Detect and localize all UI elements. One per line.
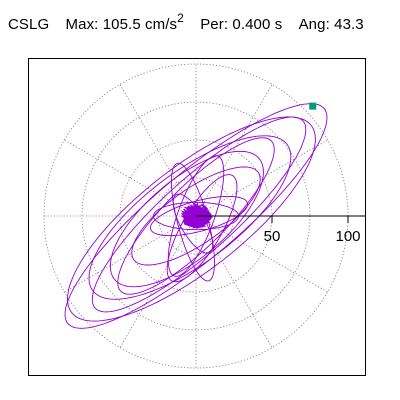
- orbit-loop: [166, 174, 238, 283]
- orbit-loop: [64, 103, 328, 329]
- max-marker-group: [309, 102, 317, 110]
- orbit-loop: [117, 137, 275, 295]
- radial-tick-label: 100: [335, 228, 360, 245]
- radial-axis: 50 100: [196, 215, 366, 245]
- orbit-loop: [170, 162, 215, 282]
- grid-spoke: [195, 215, 328, 293]
- plot-frame: [28, 58, 366, 376]
- orbit-loop: [149, 195, 249, 237]
- orbit-loop: [88, 135, 292, 300]
- max-value: 105.5: [102, 16, 141, 33]
- orbit-trace: [64, 103, 328, 329]
- orbit-loop: [152, 201, 240, 231]
- ang-value: 43.3: [334, 16, 364, 33]
- chart-title: CSLG Max: 105.5 cm/s2 Per: 0.400 s Ang: …: [8, 11, 364, 33]
- radial-tick-label: 50: [264, 228, 281, 245]
- station-code: CSLG: [8, 16, 50, 33]
- max-unit: cm/s: [145, 16, 178, 33]
- max-point-marker: [309, 102, 317, 110]
- grid-spoke: [195, 139, 328, 217]
- per-label: Per:: [200, 16, 229, 33]
- orbit-loop: [167, 155, 225, 277]
- grid-spoke: [64, 139, 197, 217]
- orbit-loop: [67, 116, 316, 322]
- max-label: Max:: [65, 16, 99, 33]
- per-value: 0.400 s: [232, 16, 283, 33]
- ang-label: Ang:: [298, 16, 330, 33]
- orbit-loop: [109, 150, 264, 288]
- orbit-loop: [91, 116, 307, 313]
- max-unit-exponent: 2: [177, 11, 184, 25]
- orbit-core: [180, 201, 214, 229]
